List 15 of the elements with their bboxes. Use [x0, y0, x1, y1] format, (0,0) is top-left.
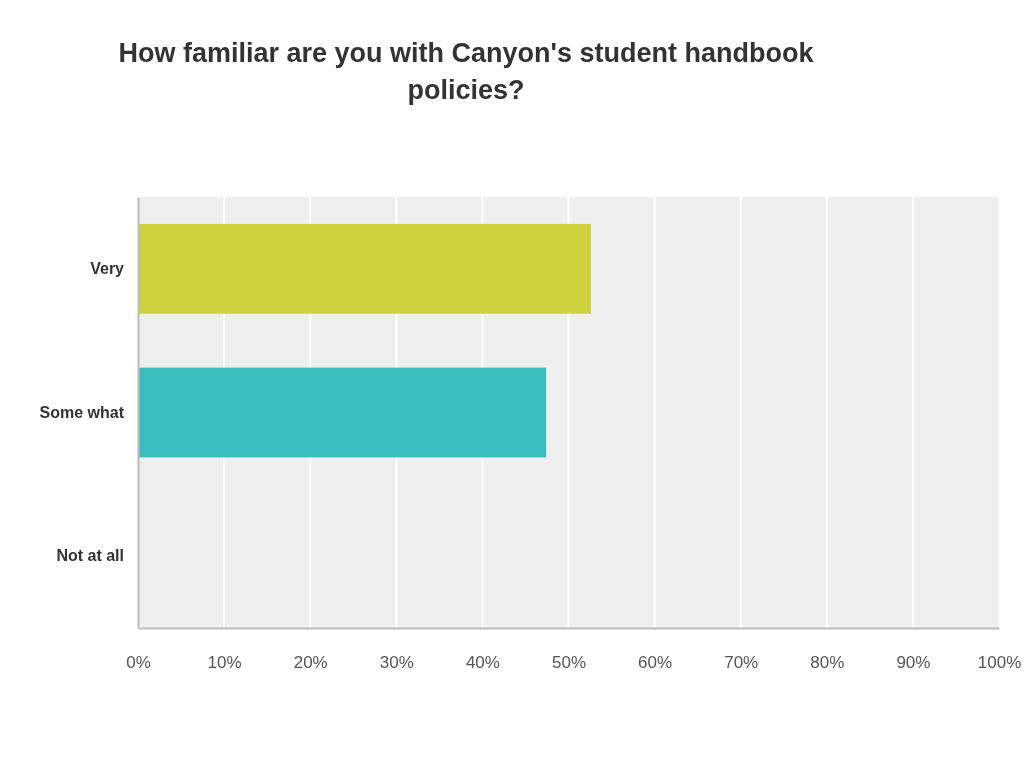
x-tick-label: 100% — [977, 653, 1022, 673]
x-tick-label: 0% — [126, 653, 151, 673]
x-tick-label: 80% — [810, 653, 845, 673]
y-tick-label: Not at all — [56, 547, 124, 565]
x-tick-label: 90% — [896, 653, 931, 673]
x-tick-label: 30% — [379, 653, 414, 673]
y-tick-label: Very — [90, 259, 125, 277]
x-tick-label: 10% — [207, 653, 242, 673]
x-tick-label: 40% — [465, 653, 500, 673]
y-tick-label: Some what — [39, 403, 125, 421]
x-tick-label: 20% — [293, 653, 328, 673]
chart-title: How familiar are you with Canyon's student handbook policies? — [118, 38, 815, 105]
x-tick-label: 70% — [724, 653, 759, 673]
x-tick-label: 60% — [638, 653, 673, 673]
x-tick-label: 50% — [551, 653, 587, 673]
